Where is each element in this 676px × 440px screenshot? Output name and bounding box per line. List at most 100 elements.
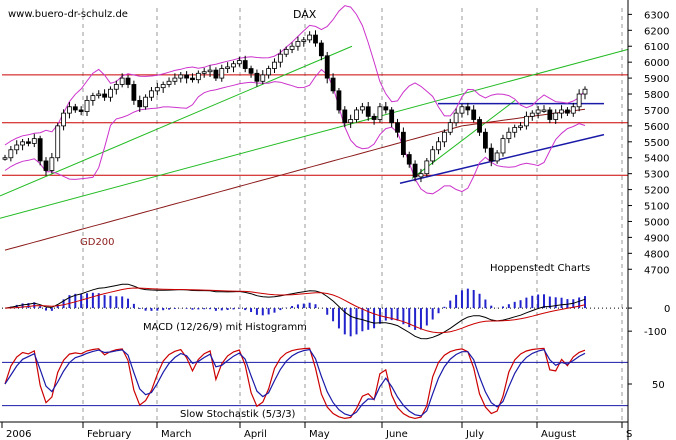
- candle-body: [108, 88, 113, 98]
- x-tick-label: S: [626, 429, 632, 440]
- candle-body: [225, 66, 231, 69]
- candle-body: [377, 106, 383, 120]
- candle-body: [178, 74, 184, 79]
- candle-body: [78, 109, 84, 112]
- candle-body: [371, 115, 377, 120]
- macd-tick-label: -100: [644, 327, 667, 338]
- candle-body: [400, 131, 406, 155]
- candle-body: [318, 42, 324, 57]
- candle-body: [154, 87, 160, 92]
- candle-body: [453, 112, 459, 124]
- candle-body: [190, 77, 195, 81]
- stochastic-label: Slow Stochastik (5/3/3): [180, 409, 296, 420]
- candle-body: [324, 55, 330, 79]
- stochastic-d-line: [4, 348, 586, 417]
- candle-body: [8, 149, 14, 159]
- candle-body: [137, 99, 143, 108]
- candle-body: [254, 72, 260, 82]
- candle-body: [283, 49, 289, 55]
- candle-body: [500, 138, 506, 154]
- price-tick-label: 5600: [644, 122, 669, 133]
- candle-body: [102, 93, 107, 98]
- price-tick-label: 4700: [644, 265, 669, 276]
- candle-body: [570, 106, 576, 114]
- candle-body: [436, 141, 441, 151]
- candle-body: [295, 41, 301, 47]
- candle-body: [301, 39, 307, 42]
- macd-line: [4, 283, 586, 340]
- price-panel: [0, 5, 629, 251]
- candle-body: [113, 84, 119, 90]
- candle-body: [2, 157, 8, 160]
- candle-body: [207, 69, 213, 73]
- candle-body: [184, 74, 190, 79]
- x-tick-label: August: [541, 429, 576, 440]
- price-tick-label: 6100: [644, 42, 669, 53]
- candle-body: [149, 90, 154, 98]
- candle-body: [441, 131, 447, 143]
- x-tick-label: July: [465, 429, 484, 440]
- trend-line: [0, 48, 629, 219]
- candle-body: [541, 109, 547, 112]
- candle-body: [383, 106, 389, 111]
- price-tick-label: 5400: [644, 154, 669, 165]
- candle-body: [242, 60, 248, 69]
- candle-body: [143, 96, 149, 108]
- candle-body: [565, 109, 570, 114]
- candle-body: [67, 106, 72, 114]
- x-tick-label: May: [309, 429, 330, 440]
- ma-label: GD200: [80, 237, 115, 248]
- macd-signal-line: [4, 287, 586, 334]
- bollinger-lower: [4, 68, 586, 195]
- candle-body: [125, 77, 131, 85]
- price-tick-label: 6000: [644, 58, 669, 69]
- trend-line: [399, 133, 605, 184]
- candle-body: [430, 149, 436, 162]
- price-tick-label: 5100: [644, 202, 669, 213]
- price-tick-label: 6300: [644, 10, 669, 21]
- candle-body: [266, 68, 272, 76]
- candle-body: [49, 157, 55, 171]
- candle-body: [424, 160, 430, 175]
- stochastic-panel: [2, 347, 628, 420]
- candle-body: [213, 69, 219, 79]
- candle-body: [471, 109, 477, 120]
- macd-panel: [2, 283, 628, 340]
- bollinger-upper: [4, 5, 586, 146]
- candle-body: [512, 127, 518, 133]
- candle-body: [172, 77, 178, 82]
- price-tick-label: 5800: [644, 90, 669, 101]
- candle-body: [330, 77, 336, 92]
- x-tick-label: 2006: [6, 429, 31, 440]
- candle-body: [61, 112, 66, 127]
- candle-body: [412, 163, 418, 178]
- candle-body: [289, 45, 295, 50]
- candle-body: [131, 84, 137, 101]
- candle-body: [96, 93, 102, 97]
- candle-body: [14, 144, 20, 151]
- price-tick-label: 5500: [644, 138, 669, 149]
- price-tick-label: 6200: [644, 26, 669, 37]
- candle-body: [195, 72, 201, 81]
- candle-body: [447, 122, 453, 133]
- candle-body: [307, 34, 313, 41]
- macd-tick-label: 0: [664, 304, 670, 315]
- candle-body: [348, 119, 354, 124]
- candle-body: [20, 141, 25, 146]
- candle-body: [483, 131, 488, 149]
- candle-body: [477, 119, 482, 133]
- candle-body: [26, 141, 31, 144]
- price-tick-label: 5900: [644, 74, 669, 85]
- candle-body: [219, 68, 225, 79]
- candle-body: [518, 125, 523, 128]
- candle-body: [43, 160, 49, 171]
- candle-body: [395, 122, 400, 133]
- stochastic-tick-label: 50: [652, 380, 665, 391]
- candle-body: [248, 68, 254, 74]
- candle-body: [553, 112, 559, 120]
- candle-body: [272, 61, 277, 69]
- candle-body: [576, 93, 582, 108]
